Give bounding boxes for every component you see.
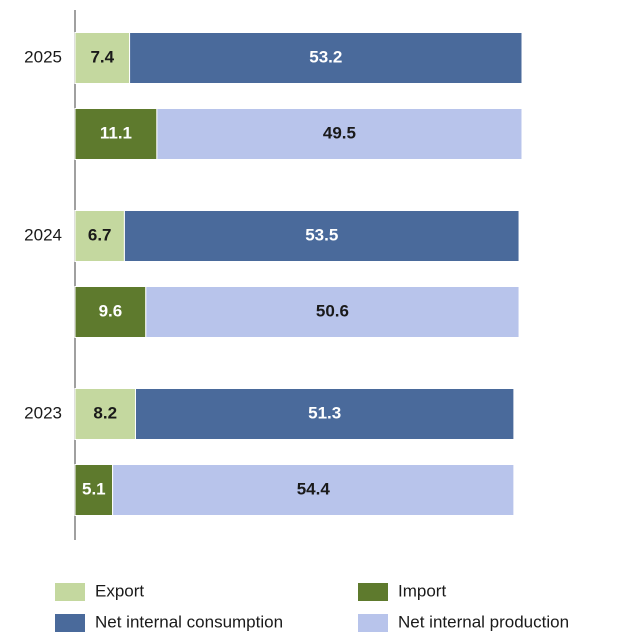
bar-segment [145,286,520,338]
value-label: 6.7 [88,225,112,244]
legend-swatch [55,614,85,632]
bar-segment [74,464,114,516]
value-label: 49.5 [323,123,356,142]
legend-swatch [358,614,388,632]
bar-segment [112,464,515,516]
legend-swatch [358,583,388,601]
value-label: 54.4 [297,479,331,498]
category-label: 2025 [24,47,62,66]
value-label: 9.6 [99,301,123,320]
value-label: 53.2 [309,47,342,66]
value-label: 51.3 [308,403,341,422]
legend-label: Export [95,581,144,600]
value-label: 7.4 [90,47,114,66]
bar-segment [74,108,158,160]
value-label: 8.2 [93,403,117,422]
value-label: 53.5 [305,225,338,244]
value-label: 50.6 [316,301,349,320]
category-label: 2024 [24,225,62,244]
bar-segment [156,108,523,160]
bar-segment [129,32,523,84]
value-label: 11.1 [100,123,132,142]
bar-segment [134,388,515,440]
legend-swatch [55,583,85,601]
legend-label: Net internal consumption [95,612,283,631]
legend-label: Net internal production [398,612,569,631]
bar-segment [123,210,520,262]
value-label: 5.1 [82,479,106,498]
legend-label: Import [398,581,446,600]
category-label: 2023 [24,403,62,422]
bar-segment [74,388,136,440]
